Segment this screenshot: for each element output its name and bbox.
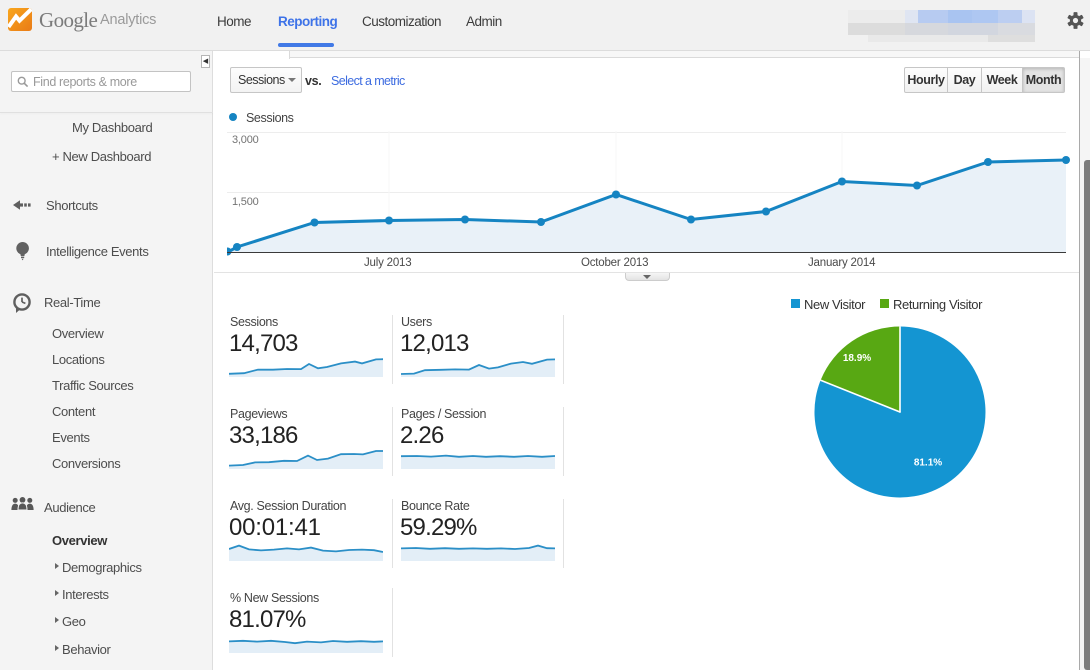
svg-text:18.9%: 18.9%	[843, 353, 871, 364]
svg-text:81.1%: 81.1%	[914, 458, 942, 469]
